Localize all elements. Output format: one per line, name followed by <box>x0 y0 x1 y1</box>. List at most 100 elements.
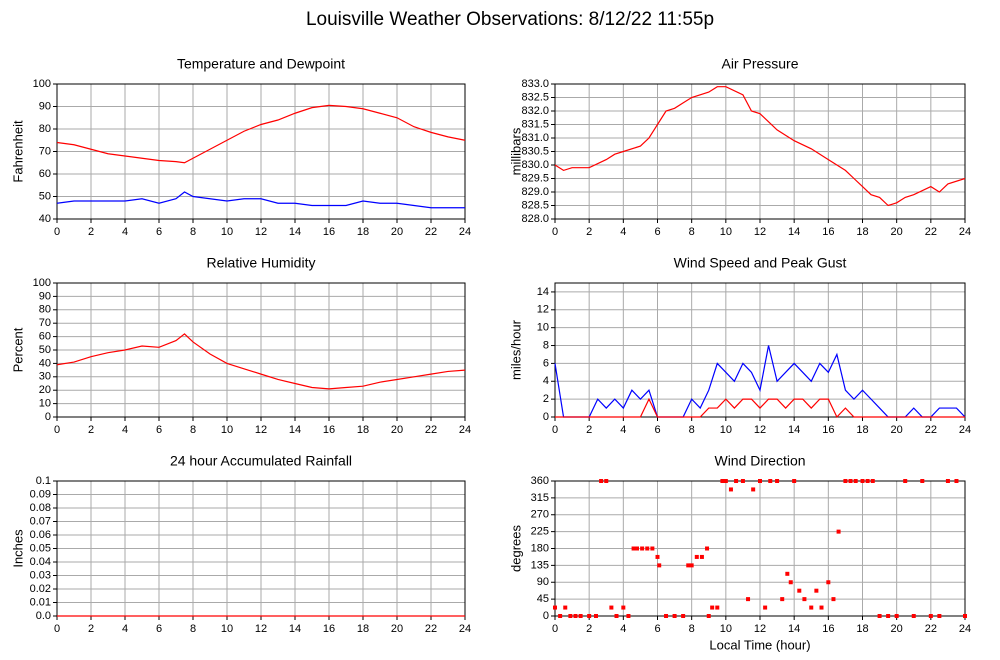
y-tick-label: 10 <box>537 322 549 334</box>
x-tick-label: 14 <box>289 226 301 238</box>
data-point <box>631 546 636 551</box>
data-point <box>699 554 704 559</box>
y-tick-label: 12 <box>537 304 549 316</box>
x-tick-label: 6 <box>654 424 660 436</box>
y-tick-label: 315 <box>531 492 549 504</box>
x-tick-label: 2 <box>88 226 94 238</box>
y-tick-label: 0 <box>45 411 51 423</box>
data-point <box>568 614 573 618</box>
y-tick-label: 0 <box>543 610 549 622</box>
data-line <box>554 86 966 207</box>
data-point <box>672 614 677 618</box>
data-point <box>877 614 882 618</box>
x-tick-label: 0 <box>54 226 60 238</box>
y-tick-label: 833.0 <box>521 78 549 90</box>
x-tick-label: 20 <box>391 424 403 436</box>
x-axis-label: Local Time (hour) <box>709 637 810 652</box>
x-tick-label: 6 <box>654 623 660 635</box>
y-tick-label: 90 <box>39 290 51 302</box>
x-tick-label: 4 <box>122 623 128 635</box>
panel-title: 24 hour Accumulated Rainfall <box>170 453 352 469</box>
x-tick-label: 24 <box>459 623 471 635</box>
y-tick-label: 225 <box>531 526 549 538</box>
data-point <box>706 614 711 618</box>
y-tick-label: 0.02 <box>30 583 51 595</box>
data-point <box>594 614 598 618</box>
y-tick-label: 180 <box>531 542 549 554</box>
data-point <box>681 614 686 618</box>
plot-frame <box>56 282 466 418</box>
y-tick-label: 70 <box>39 317 51 329</box>
data-point <box>609 605 614 610</box>
x-tick-label: 10 <box>221 424 233 436</box>
x-tick-label: 22 <box>925 623 937 635</box>
y-tick-label: 45 <box>537 593 549 605</box>
x-tick-label: 0 <box>54 424 60 436</box>
x-tick-label: 16 <box>822 226 834 238</box>
panel-title: Temperature and Dewpoint <box>177 56 345 72</box>
x-tick-label: 2 <box>586 424 592 436</box>
y-axis-label: Inches <box>10 529 25 568</box>
x-tick-label: 16 <box>323 623 335 635</box>
x-tick-label: 10 <box>720 623 732 635</box>
x-tick-label: 20 <box>391 623 403 635</box>
data-point <box>870 479 875 483</box>
y-axis-label: degrees <box>508 525 523 572</box>
y-tick-label: 829.0 <box>521 186 549 198</box>
data-point <box>903 479 908 483</box>
y-tick-label: 2 <box>543 393 549 405</box>
data-point <box>843 479 848 483</box>
x-tick-label: 0 <box>552 424 558 436</box>
data-point <box>740 479 745 483</box>
y-tick-label: 828.0 <box>521 213 549 225</box>
data-point <box>763 605 768 610</box>
x-tick-label: 6 <box>156 424 162 436</box>
data-point <box>788 580 793 585</box>
y-tick-label: 100 <box>33 277 51 289</box>
data-point <box>894 614 899 618</box>
data-point <box>689 563 694 568</box>
y-tick-label: 40 <box>39 357 51 369</box>
x-tick-label: 12 <box>754 424 766 436</box>
y-tick-label: 830.0 <box>521 159 549 171</box>
plot-frame <box>56 83 466 220</box>
y-tick-label: 0.1 <box>36 475 51 487</box>
data-point <box>573 614 578 618</box>
y-tick-label: 4 <box>543 375 549 387</box>
x-tick-label: 20 <box>891 424 903 436</box>
data-point <box>886 614 891 618</box>
data-point <box>664 614 669 618</box>
y-tick-label: 8 <box>543 339 549 351</box>
x-tick-label: 4 <box>122 424 128 436</box>
x-tick-label: 0 <box>54 623 60 635</box>
panel-title: Air Pressure <box>721 56 798 72</box>
y-tick-label: 135 <box>531 559 549 571</box>
data-point <box>655 554 660 559</box>
data-point <box>797 588 802 593</box>
x-tick-label: 6 <box>156 623 162 635</box>
x-tick-label: 16 <box>323 226 335 238</box>
data-point <box>848 479 853 483</box>
x-tick-label: 6 <box>654 226 660 238</box>
y-tick-label: 0.08 <box>30 502 51 514</box>
y-tick-label: 50 <box>39 190 51 202</box>
x-tick-label: 4 <box>620 424 626 436</box>
x-tick-label: 14 <box>289 424 301 436</box>
y-tick-label: 60 <box>39 168 51 180</box>
y-tick-label: 30 <box>39 371 51 383</box>
data-point <box>937 614 942 618</box>
x-tick-label: 18 <box>856 424 868 436</box>
data-line <box>56 104 466 164</box>
data-point <box>587 614 592 618</box>
x-tick-label: 4 <box>122 226 128 238</box>
data-point <box>792 479 797 483</box>
y-tick-label: 90 <box>39 100 51 112</box>
y-tick-label: 20 <box>39 384 51 396</box>
x-tick-label: 24 <box>959 226 971 238</box>
y-tick-label: 831.0 <box>521 132 549 144</box>
y-axis-label: miles/hour <box>508 319 523 380</box>
x-tick-label: 12 <box>255 226 267 238</box>
data-point <box>802 597 807 602</box>
